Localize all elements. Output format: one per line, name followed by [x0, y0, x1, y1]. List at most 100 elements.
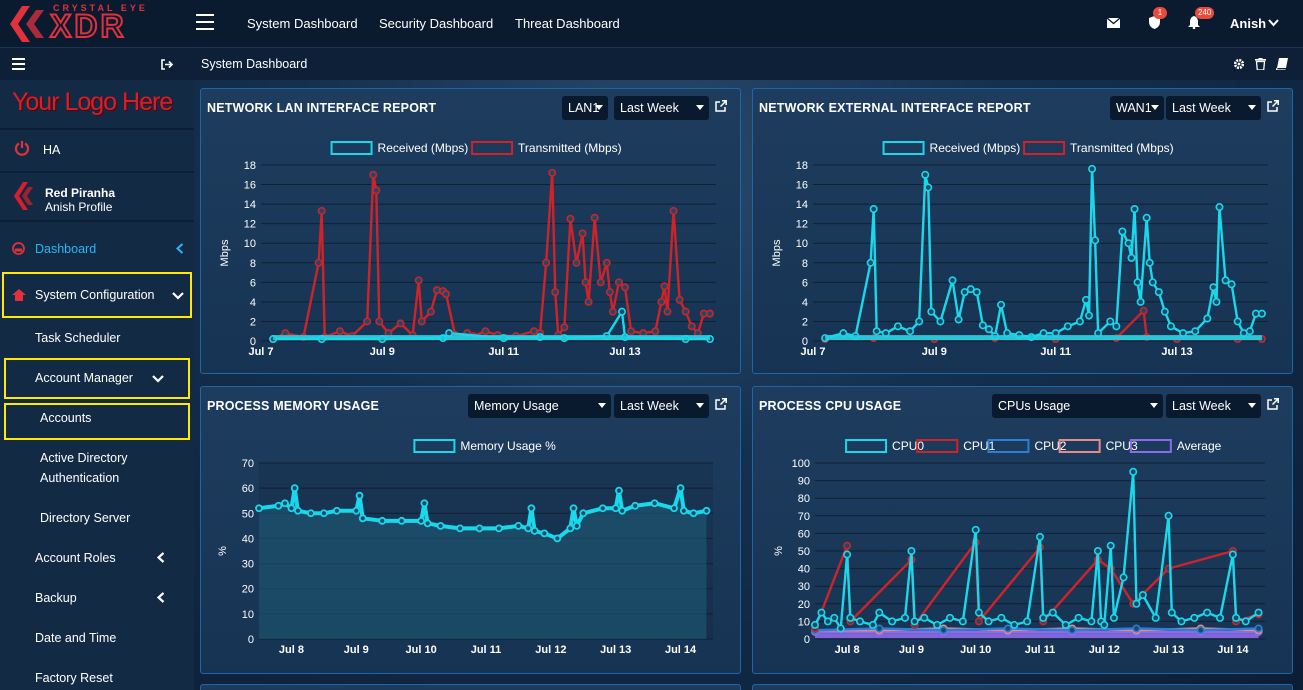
mail-icon[interactable] — [1107, 18, 1120, 28]
data-point — [540, 529, 549, 538]
data-point — [920, 613, 929, 622]
y-tick-label: 0 — [250, 336, 256, 348]
sidebar-item-account-roles[interactable]: Account Roles — [0, 544, 194, 572]
data-point — [830, 613, 839, 622]
bell-icon[interactable] — [1188, 16, 1200, 29]
gear-icon[interactable] — [1233, 58, 1245, 70]
data-point — [1245, 327, 1254, 336]
nav-threat-dashboard[interactable]: Threat Dashboard — [515, 16, 620, 31]
sidebar-item-label: HA — [43, 143, 61, 157]
ext-traffic-chart: Received (Mbps) Transmitted (Mbps) 0 2 4 6 8 10… — [771, 141, 1268, 358]
data-point — [868, 620, 877, 629]
data-point — [1133, 278, 1142, 287]
data-point — [1215, 613, 1224, 622]
data-point — [542, 258, 551, 267]
sidebar-item-active-directory[interactable]: Active Directory Authentication — [0, 450, 194, 490]
external-link-icon[interactable] — [715, 100, 727, 112]
brand-logo[interactable]: CRYSTAL EYE XDR — [0, 0, 194, 48]
sidebar-item-accounts[interactable]: Accounts — [40, 411, 92, 425]
data-point — [660, 282, 669, 291]
lan-interface-select[interactable]: LAN1 — [562, 96, 608, 120]
lan-range-select[interactable]: Last Week — [614, 96, 709, 120]
data-point — [650, 499, 659, 508]
data-point — [1081, 295, 1090, 304]
sidebar-item-label: Account Roles — [35, 551, 116, 565]
trash-icon[interactable] — [1255, 58, 1266, 70]
sidebar-item-system-configuration[interactable]: System Configuration — [0, 275, 194, 313]
legend-label: CPU1 — [963, 439, 995, 453]
cpu-usage-chart: CPU0 CPU1 CPU2 CPU3 Average 0 10 20 30 40 50 60 70 80… — [773, 439, 1265, 656]
y-tick-label: 2 — [802, 316, 808, 328]
sidebar-profile[interactable]: Red Piranha Anish Profile — [0, 173, 194, 219]
sidebar-collapse-icon[interactable] — [12, 58, 25, 70]
data-point — [363, 317, 372, 326]
menu-toggle-icon[interactable] — [196, 14, 214, 30]
legend-swatch — [413, 439, 456, 453]
y-tick-label: 2 — [250, 316, 256, 328]
sidebar-item-backup[interactable]: Backup — [0, 584, 194, 612]
sidebar-item-date-and-time[interactable]: Date and Time — [35, 631, 117, 645]
data-point — [1106, 317, 1115, 326]
legend-swatch — [987, 439, 1030, 453]
sidebar-item-ha[interactable]: HA — [0, 130, 194, 170]
legend-swatch — [1129, 439, 1172, 453]
y-tick-label: 30 — [798, 581, 810, 593]
data-point — [281, 499, 289, 508]
chevron-down-icon[interactable] — [1268, 19, 1279, 27]
data-point — [675, 295, 684, 304]
panel-title: PROCESS CPU USAGE — [759, 399, 902, 413]
shield-badge: 1 — [1153, 7, 1167, 19]
data-point — [901, 613, 910, 622]
y-tick-label: 16 — [796, 180, 808, 192]
y-tick-label: 8 — [250, 258, 256, 270]
y-tick-label: 10 — [798, 616, 810, 628]
y-tick-label: 8 — [802, 258, 808, 270]
sidebar-item-dashboard[interactable]: Dashboard — [0, 229, 194, 267]
y-tick-label: 20 — [798, 599, 810, 611]
data-point — [1227, 280, 1236, 289]
data-point — [1129, 467, 1138, 476]
data-point — [663, 307, 672, 316]
sidebar-item-account-manager[interactable]: Account Manager — [0, 359, 194, 395]
sidebar-item-directory-server[interactable]: Directory Server — [40, 511, 131, 525]
y-tick-label: 70 — [242, 458, 254, 470]
data-point — [608, 307, 617, 316]
logout-icon[interactable] — [161, 59, 173, 70]
profile-emblem-icon — [14, 182, 33, 210]
nav-security-dashboard[interactable]: Security Dashboard — [379, 16, 494, 31]
profile-subtitle: Anish Profile — [45, 200, 113, 214]
data-point — [1003, 624, 1012, 633]
memory-range-select[interactable]: Last Week — [614, 394, 709, 418]
data-point — [414, 276, 423, 285]
data-point — [1190, 613, 1199, 622]
data-point — [617, 307, 626, 316]
external-interface-panel: NETWORK EXTERNAL INTERFACE REPORT WAN1 L… — [752, 88, 1293, 374]
user-menu[interactable]: Anish — [1230, 16, 1267, 31]
data-point — [817, 608, 826, 617]
external-link-icon[interactable] — [715, 398, 727, 410]
series-line — [814, 627, 1259, 632]
x-tick-label: Jul 13 — [600, 644, 631, 656]
data-point — [1061, 620, 1070, 629]
data-point — [514, 521, 523, 530]
shield-icon[interactable] — [1149, 16, 1160, 29]
sidebar-item-factory-reset[interactable]: Factory Reset — [35, 671, 113, 685]
nav-system-dashboard[interactable]: System Dashboard — [247, 16, 358, 31]
ext-interface-select[interactable]: WAN1 — [1110, 96, 1164, 120]
select-value: WAN1 — [1116, 101, 1152, 115]
cpu-metric-select[interactable]: CPUs Usage — [992, 394, 1163, 418]
sidebar-item-task-scheduler[interactable]: Task Scheduler — [35, 331, 121, 345]
data-point — [1196, 626, 1205, 635]
y-tick-label: 70 — [798, 511, 810, 523]
external-link-icon[interactable] — [1267, 398, 1279, 410]
memory-metric-select[interactable]: Memory Usage — [468, 394, 611, 418]
data-point — [948, 276, 957, 285]
data-point — [1039, 613, 1048, 622]
cpu-range-select[interactable]: Last Week — [1166, 394, 1261, 418]
book-icon[interactable] — [1276, 58, 1288, 70]
external-link-icon[interactable] — [1267, 100, 1279, 112]
ext-range-select[interactable]: Last Week — [1166, 96, 1261, 120]
x-tick-label: Jul 11 — [471, 644, 502, 656]
data-point — [578, 229, 587, 238]
data-point — [1112, 322, 1121, 331]
